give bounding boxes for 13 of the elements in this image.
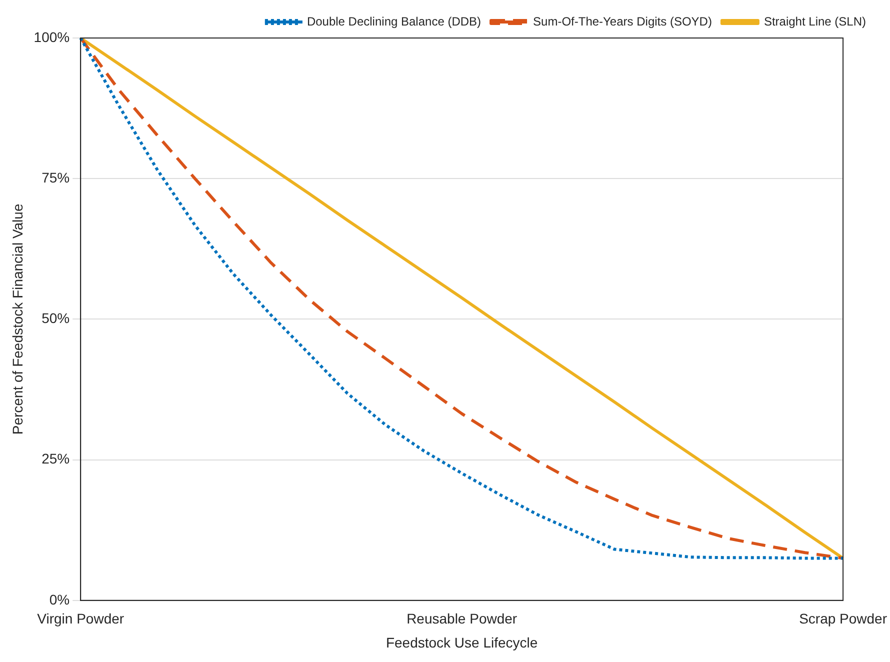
y-tick-label: 75%	[42, 169, 70, 186]
y-tick-label: 50%	[42, 310, 70, 326]
y-tick-label: 0%	[49, 591, 70, 608]
x-tick-label: Scrap Powder	[799, 610, 888, 627]
y-axis-title: Percent of Feedstock Financial Value	[9, 204, 26, 435]
x-tick-label: Reusable Powder	[406, 610, 518, 627]
legend-label: Sum-Of-The-Years Digits (SOYD)	[533, 14, 712, 28]
x-tick-label: Virgin Powder	[37, 610, 124, 627]
legend-label: Double Declining Balance (DDB)	[306, 14, 482, 28]
legend-label: Straight Line (SLN)	[764, 14, 866, 28]
x-axis-title: Feedstock Use Lifecycle	[386, 634, 538, 650]
y-tick-label: 25%	[42, 450, 70, 467]
y-tick-label: 100%	[34, 28, 70, 45]
